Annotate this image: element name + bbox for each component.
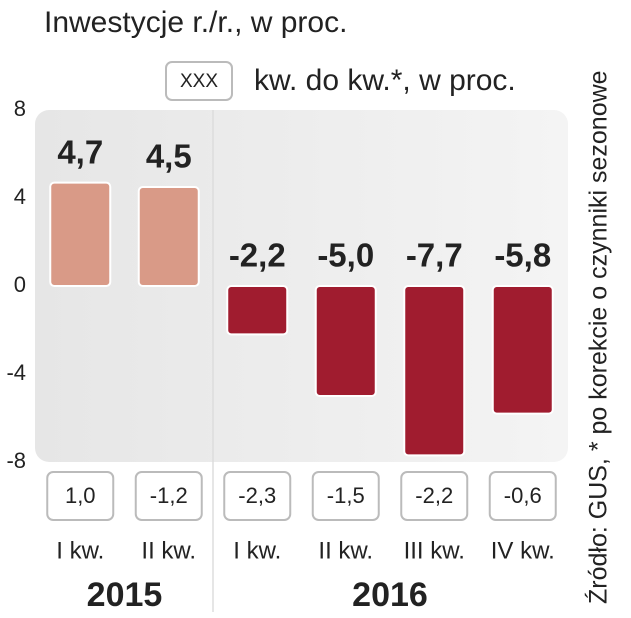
qq-label: 1,0: [65, 483, 96, 508]
bar: [226, 285, 289, 336]
y-tick-label: 0: [14, 272, 26, 297]
y-tick-label: 4: [14, 184, 26, 209]
qq-label: -0,6: [504, 483, 542, 508]
x-tick-label: IV kw.: [491, 537, 555, 564]
qq-box: [311, 471, 380, 521]
source-note: Źródło: GUS, * po korekcie o czynniki se…: [584, 70, 613, 604]
qq-box: [223, 471, 292, 521]
x-tick-label: III kw.: [404, 537, 465, 564]
qq-label: -2,2: [415, 483, 453, 508]
value-label: -2,2: [229, 237, 286, 274]
qq-box: [488, 471, 557, 521]
qq-box: [400, 471, 469, 521]
value-label: 4,5: [146, 138, 192, 175]
y-tick-label: -8: [6, 448, 26, 473]
value-label: 4,7: [57, 133, 103, 170]
x-tick-label: II kw.: [141, 537, 196, 564]
group-label: 2015: [87, 576, 163, 614]
plot-background: [35, 110, 568, 462]
qq-box: [46, 471, 115, 521]
y-tick-label: 8: [14, 96, 26, 121]
qq-label: -1,5: [327, 483, 365, 508]
bar: [314, 285, 377, 397]
x-tick-label: II kw.: [318, 537, 373, 564]
bar: [491, 285, 554, 415]
legend-sample: XXX: [180, 71, 218, 92]
y-tick-label: -4: [6, 360, 26, 385]
qq-box: [134, 471, 203, 521]
bar: [49, 181, 112, 288]
legend-label: kw. do kw.*, w proc.: [254, 64, 516, 97]
value-label: -5,0: [317, 237, 374, 274]
qq-label: -2,3: [238, 483, 276, 508]
chart-title: Inwestycje r./r., w proc.: [44, 6, 347, 39]
bar: [137, 186, 200, 287]
value-label: -7,7: [406, 237, 463, 274]
x-tick-label: I kw.: [233, 537, 281, 564]
qq-label: -1,2: [150, 483, 188, 508]
bar: [403, 285, 466, 457]
legend-box: [165, 61, 233, 101]
value-label: -5,8: [494, 237, 551, 274]
group-label: 2016: [352, 576, 428, 614]
x-tick-label: I kw.: [56, 537, 104, 564]
